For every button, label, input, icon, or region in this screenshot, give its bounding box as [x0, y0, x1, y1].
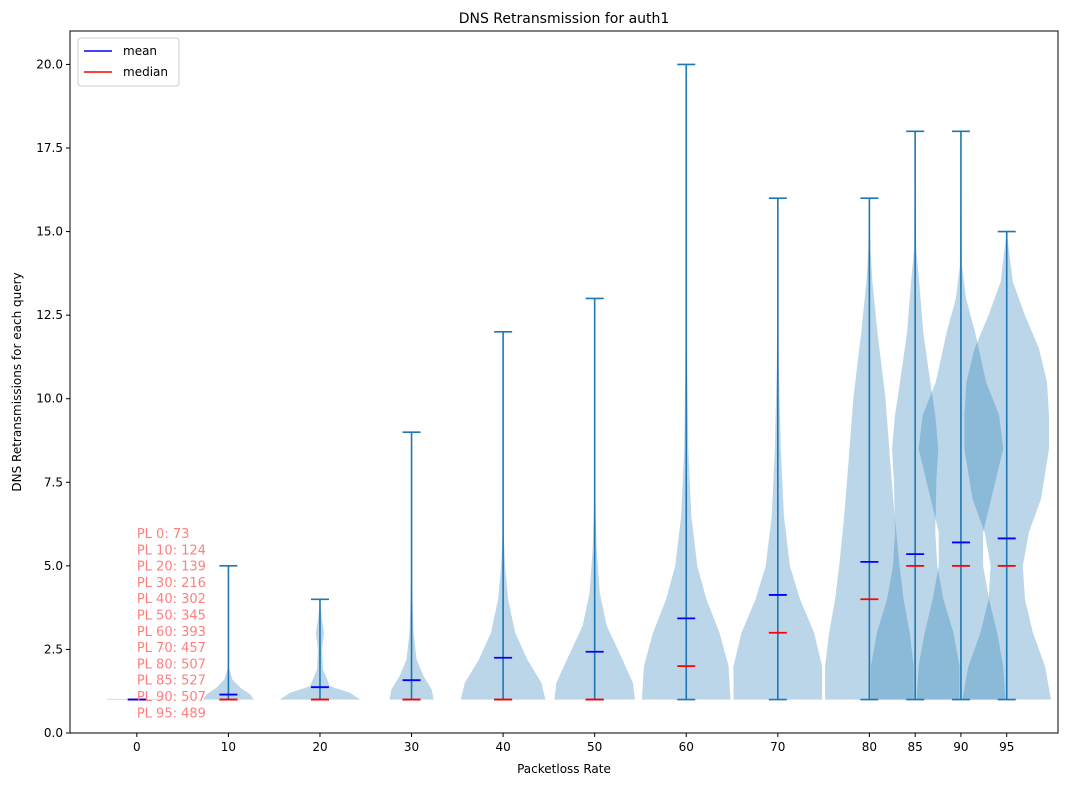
y-tick-label: 10.0: [36, 392, 63, 406]
annotation-text: PL 50: 345: [137, 609, 206, 624]
x-tick-label: 0: [133, 740, 141, 754]
annotation-text: PL 80: 507: [137, 657, 206, 672]
plot-area: [106, 63, 1051, 701]
x-tick-label: 90: [953, 740, 968, 754]
y-tick-label: 15.0: [36, 225, 63, 239]
annotation-text: PL 30: 216: [137, 576, 206, 591]
annotation-text: PL 20: 139: [137, 560, 206, 575]
legend: mean median: [77, 37, 180, 87]
x-tick-label: 85: [908, 740, 923, 754]
x-tick-label: 10: [221, 740, 236, 754]
x-tick-label: 60: [679, 740, 694, 754]
annotation-text: PL 0: 73: [137, 527, 190, 542]
annotation-text: PL 85: 527: [137, 674, 206, 689]
y-tick-label: 17.5: [36, 141, 63, 155]
x-axis: 0 10 20 30 40 50 60 70 80 85 90 95: [133, 733, 1014, 754]
y-tick-label: 2.5: [44, 642, 63, 656]
y-tick-label: 0.0: [44, 726, 63, 740]
x-tick-label: 80: [862, 740, 877, 754]
y-tick-label: 20.0: [36, 57, 63, 71]
chart-title: DNS Retransmission for auth1: [459, 11, 670, 27]
y-tick-label: 5.0: [44, 559, 63, 573]
annotation-text: PL 40: 302: [137, 592, 206, 607]
annotation-text: PL 95: 489: [137, 706, 206, 721]
plot-frame: [69, 30, 1059, 734]
annotation-text: PL 70: 457: [137, 641, 206, 656]
x-tick-label: 40: [495, 740, 510, 754]
annotation-text: PL 60: 393: [137, 625, 206, 640]
y-axis-label: DNS Retransmissions for each query: [10, 272, 24, 491]
x-tick-label: 50: [587, 740, 602, 754]
x-tick-label: 95: [999, 740, 1014, 754]
annotation-text: PL 10: 124: [137, 543, 206, 558]
x-tick-label: 30: [404, 740, 419, 754]
annotation-text: PL 90: 507: [137, 690, 206, 705]
y-tick-label: 7.5: [44, 475, 63, 489]
legend-frame: [77, 37, 180, 87]
x-axis-label: Packetloss Rate: [517, 762, 611, 776]
y-axis: 0.0 2.5 5.0 7.5 10.0 12.5 15.0 17.5 20.0: [36, 57, 70, 740]
y-tick-label: 12.5: [36, 308, 63, 322]
legend-mean-label: mean: [123, 44, 157, 58]
legend-median-label: median: [123, 65, 168, 79]
x-tick-label: 20: [312, 740, 327, 754]
x-tick-label: 70: [770, 740, 785, 754]
